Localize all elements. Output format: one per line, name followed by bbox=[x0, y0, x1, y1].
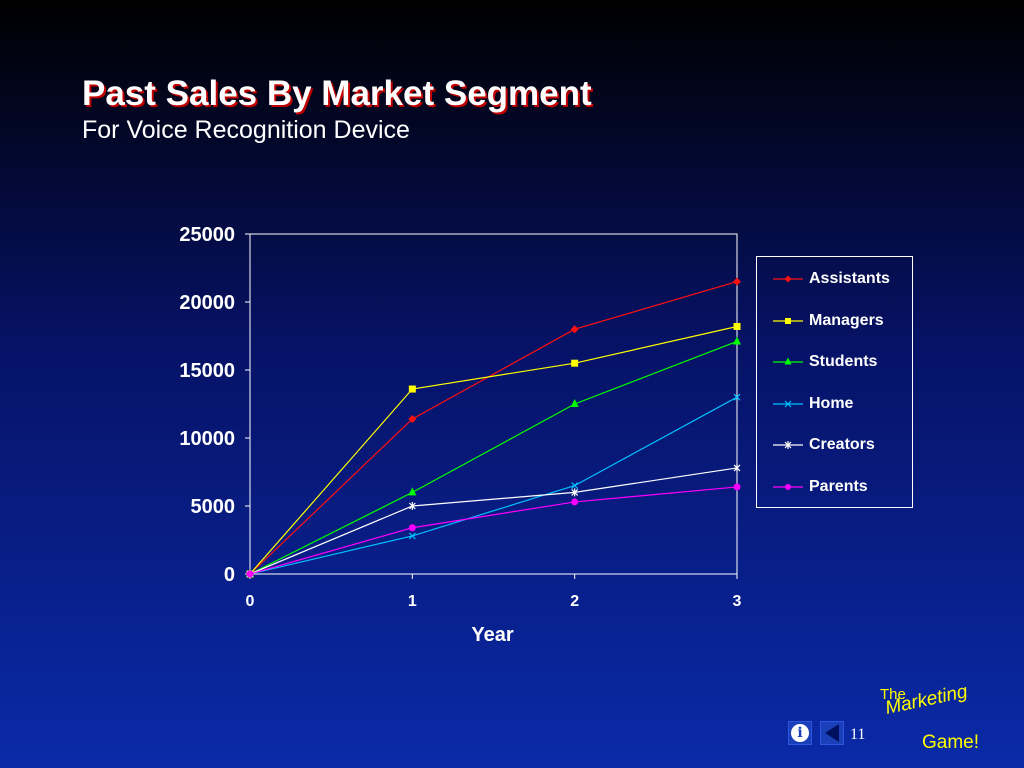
back-button[interactable] bbox=[820, 721, 844, 745]
data-point-parents bbox=[408, 524, 416, 532]
plot-area-border bbox=[249, 233, 738, 575]
data-point-parents bbox=[733, 483, 741, 491]
legend-label-home: Home bbox=[809, 394, 854, 412]
info-icon: i bbox=[791, 724, 809, 742]
legend-item-creators: Creators bbox=[773, 435, 875, 455]
page-number: 11 bbox=[850, 726, 866, 743]
logo-the-text: The bbox=[880, 686, 906, 703]
legend-marker-managers bbox=[785, 317, 791, 324]
data-point-assistants bbox=[570, 325, 579, 334]
legend-marker-assistants bbox=[784, 275, 792, 283]
series-line-assistants bbox=[249, 281, 738, 575]
x-tick-label: 1 bbox=[408, 593, 417, 610]
data-point-parents bbox=[246, 570, 254, 578]
legend-swatch-students bbox=[773, 357, 803, 365]
legend-label-creators: Creators bbox=[809, 436, 875, 453]
legend-item-students: Students bbox=[773, 352, 877, 372]
data-point-managers bbox=[408, 385, 416, 393]
legend-label-parents: Parents bbox=[809, 477, 868, 495]
legend-swatch-home bbox=[773, 400, 803, 407]
data-point-creators bbox=[571, 488, 579, 497]
series-line-parents bbox=[249, 486, 738, 575]
legend-swatch-managers bbox=[773, 317, 803, 324]
legend-swatch-parents bbox=[773, 483, 803, 490]
y-tick-label: 0 bbox=[224, 564, 235, 586]
legend-swatch-assistants bbox=[773, 275, 803, 283]
y-tick-label: 15000 bbox=[179, 360, 235, 382]
data-point-assistants bbox=[408, 414, 417, 423]
slide-title: Past Sales By Market Segment bbox=[82, 74, 592, 113]
data-point-home bbox=[571, 482, 579, 490]
legend-swatch-creators bbox=[773, 441, 803, 449]
legend-marker-home bbox=[784, 400, 792, 407]
data-point-home bbox=[733, 393, 741, 401]
legend-item-home: Home bbox=[773, 394, 853, 414]
y-tick-label: 20000 bbox=[179, 292, 235, 314]
x-axis-label: Year bbox=[471, 624, 513, 646]
data-point-assistants bbox=[733, 277, 741, 286]
legend-item-managers: Managers bbox=[773, 311, 884, 331]
legend-marker-creators bbox=[784, 441, 792, 449]
legend-marker-students bbox=[784, 357, 792, 365]
series-line-managers bbox=[249, 325, 738, 575]
data-point-managers bbox=[733, 322, 741, 330]
legend-item-parents: Parents bbox=[773, 477, 868, 497]
data-point-creators bbox=[408, 502, 416, 510]
data-point-students bbox=[733, 336, 741, 345]
logo-game-text: Game! bbox=[922, 732, 980, 753]
y-tick-label: 5000 bbox=[191, 496, 236, 518]
y-tick-label: 25000 bbox=[179, 224, 235, 246]
slide-subtitle: For Voice Recognition Device bbox=[82, 116, 410, 144]
info-button[interactable]: i bbox=[788, 721, 812, 745]
legend-label-assistants: Assistants bbox=[809, 270, 890, 287]
x-tick-label: 3 bbox=[733, 593, 742, 610]
x-tick-label: 0 bbox=[246, 593, 255, 610]
y-tick-label: 10000 bbox=[179, 428, 235, 450]
legend-item-assistants: Assistants bbox=[773, 269, 890, 289]
legend-label-students: Students bbox=[809, 353, 878, 370]
legend-marker-parents bbox=[785, 483, 791, 490]
marketing-game-logo: The Marketing Game! bbox=[870, 680, 1020, 760]
series-line-creators bbox=[249, 467, 738, 575]
data-point-parents bbox=[571, 498, 579, 506]
chart-legend: Assistants Managers Students Home Creators Pa… bbox=[756, 256, 913, 508]
data-point-students bbox=[408, 487, 417, 496]
series-line-students bbox=[249, 340, 738, 575]
series-line-home bbox=[249, 396, 738, 575]
legend-label-managers: Managers bbox=[809, 311, 884, 329]
back-arrow-icon bbox=[825, 724, 839, 742]
data-point-managers bbox=[571, 359, 579, 367]
data-point-home bbox=[408, 532, 416, 540]
data-point-creators bbox=[733, 463, 741, 472]
x-tick-label: 2 bbox=[570, 593, 579, 610]
data-point-students bbox=[570, 399, 579, 407]
